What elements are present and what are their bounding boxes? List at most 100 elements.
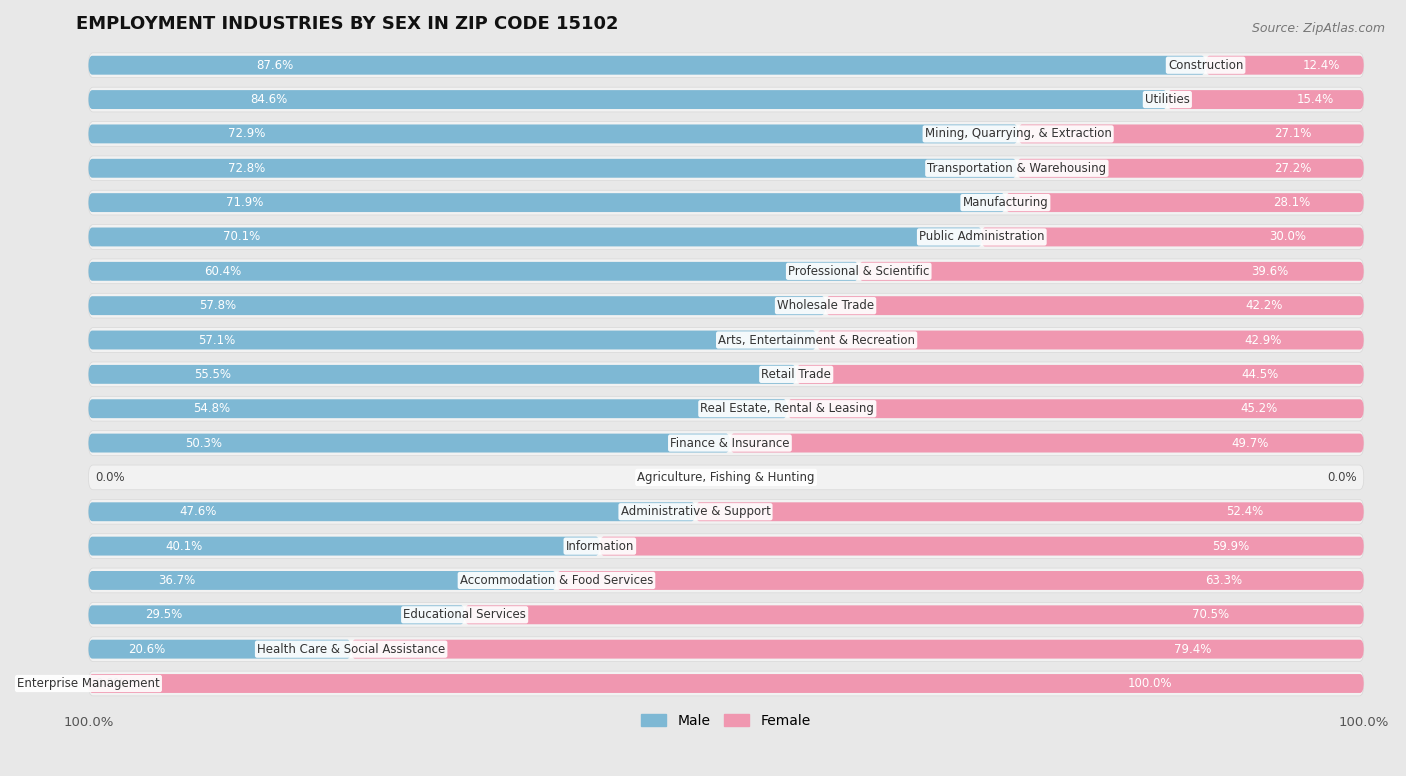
Text: 63.3%: 63.3%	[1205, 574, 1243, 587]
FancyBboxPatch shape	[89, 602, 1364, 627]
Text: 72.9%: 72.9%	[228, 127, 266, 140]
FancyBboxPatch shape	[981, 227, 1364, 247]
Text: Professional & Scientific: Professional & Scientific	[787, 265, 929, 278]
Text: Construction: Construction	[1168, 59, 1243, 71]
FancyBboxPatch shape	[859, 262, 1364, 281]
Text: 55.5%: 55.5%	[194, 368, 232, 381]
Text: 15.4%: 15.4%	[1296, 93, 1334, 106]
FancyBboxPatch shape	[89, 568, 1364, 593]
Text: 0.0%: 0.0%	[94, 471, 125, 484]
FancyBboxPatch shape	[89, 224, 1364, 249]
Text: 40.1%: 40.1%	[165, 539, 202, 553]
Text: 57.8%: 57.8%	[200, 300, 236, 312]
Text: Administrative & Support: Administrative & Support	[620, 505, 770, 518]
Text: 27.1%: 27.1%	[1274, 127, 1312, 140]
Text: 36.7%: 36.7%	[159, 574, 195, 587]
FancyBboxPatch shape	[1017, 159, 1364, 178]
FancyBboxPatch shape	[89, 124, 1018, 144]
Text: Public Administration: Public Administration	[920, 230, 1045, 244]
Text: Enterprise Management: Enterprise Management	[17, 677, 160, 690]
Text: Utilities: Utilities	[1144, 93, 1189, 106]
FancyBboxPatch shape	[89, 90, 1167, 109]
Text: 47.6%: 47.6%	[180, 505, 217, 518]
Text: 0.0%: 0.0%	[1327, 471, 1357, 484]
Text: Manufacturing: Manufacturing	[963, 196, 1049, 209]
FancyBboxPatch shape	[89, 637, 1364, 661]
Text: 100.0%: 100.0%	[1128, 677, 1173, 690]
Text: Mining, Quarrying, & Extraction: Mining, Quarrying, & Extraction	[925, 127, 1112, 140]
Text: Arts, Entertainment & Recreation: Arts, Entertainment & Recreation	[718, 334, 915, 347]
FancyBboxPatch shape	[89, 87, 1364, 112]
FancyBboxPatch shape	[1167, 90, 1364, 109]
Text: 71.9%: 71.9%	[226, 196, 263, 209]
Text: 42.2%: 42.2%	[1246, 300, 1284, 312]
Text: 52.4%: 52.4%	[1226, 505, 1264, 518]
Text: Agriculture, Fishing & Hunting: Agriculture, Fishing & Hunting	[637, 471, 815, 484]
FancyBboxPatch shape	[89, 365, 796, 384]
FancyBboxPatch shape	[89, 500, 1364, 524]
Text: 72.8%: 72.8%	[228, 161, 264, 175]
FancyBboxPatch shape	[89, 400, 787, 418]
Text: Finance & Insurance: Finance & Insurance	[671, 437, 790, 449]
FancyBboxPatch shape	[89, 262, 859, 281]
Text: EMPLOYMENT INDUSTRIES BY SEX IN ZIP CODE 15102: EMPLOYMENT INDUSTRIES BY SEX IN ZIP CODE…	[76, 15, 619, 33]
FancyBboxPatch shape	[89, 502, 696, 521]
Text: 44.5%: 44.5%	[1241, 368, 1278, 381]
Text: 79.4%: 79.4%	[1174, 643, 1212, 656]
FancyBboxPatch shape	[89, 259, 1364, 284]
FancyBboxPatch shape	[600, 537, 1364, 556]
Text: Health Care & Social Assistance: Health Care & Social Assistance	[257, 643, 446, 656]
Text: 84.6%: 84.6%	[250, 93, 288, 106]
FancyBboxPatch shape	[89, 293, 1364, 318]
FancyBboxPatch shape	[696, 502, 1364, 521]
FancyBboxPatch shape	[89, 434, 730, 452]
Text: Real Estate, Rental & Leasing: Real Estate, Rental & Leasing	[700, 402, 875, 415]
FancyBboxPatch shape	[825, 296, 1364, 315]
FancyBboxPatch shape	[557, 571, 1364, 590]
Text: Transportation & Warehousing: Transportation & Warehousing	[928, 161, 1107, 175]
FancyBboxPatch shape	[89, 397, 1364, 421]
FancyBboxPatch shape	[89, 56, 1205, 74]
FancyBboxPatch shape	[1005, 193, 1364, 212]
Text: 20.6%: 20.6%	[128, 643, 165, 656]
FancyBboxPatch shape	[89, 53, 1364, 78]
FancyBboxPatch shape	[89, 193, 1005, 212]
Text: 59.9%: 59.9%	[1212, 539, 1249, 553]
Text: 60.4%: 60.4%	[204, 265, 242, 278]
Text: 87.6%: 87.6%	[256, 59, 294, 71]
FancyBboxPatch shape	[89, 571, 557, 590]
FancyBboxPatch shape	[352, 639, 1364, 659]
Text: Information: Information	[565, 539, 634, 553]
FancyBboxPatch shape	[89, 227, 983, 247]
Text: 0.0%: 0.0%	[94, 677, 125, 690]
Text: Source: ZipAtlas.com: Source: ZipAtlas.com	[1251, 22, 1385, 35]
FancyBboxPatch shape	[89, 639, 352, 659]
Text: 70.1%: 70.1%	[222, 230, 260, 244]
FancyBboxPatch shape	[89, 431, 1364, 456]
FancyBboxPatch shape	[817, 331, 1364, 349]
Text: 45.2%: 45.2%	[1240, 402, 1277, 415]
FancyBboxPatch shape	[89, 537, 600, 556]
FancyBboxPatch shape	[89, 296, 825, 315]
FancyBboxPatch shape	[89, 156, 1364, 181]
Text: 50.3%: 50.3%	[184, 437, 222, 449]
Text: Wholesale Trade: Wholesale Trade	[778, 300, 875, 312]
FancyBboxPatch shape	[89, 465, 1364, 490]
FancyBboxPatch shape	[89, 122, 1364, 147]
Text: 54.8%: 54.8%	[193, 402, 231, 415]
Text: 27.2%: 27.2%	[1274, 161, 1312, 175]
FancyBboxPatch shape	[730, 434, 1364, 452]
FancyBboxPatch shape	[464, 605, 1364, 624]
FancyBboxPatch shape	[89, 159, 1017, 178]
Text: Retail Trade: Retail Trade	[761, 368, 831, 381]
Text: Educational Services: Educational Services	[404, 608, 526, 622]
FancyBboxPatch shape	[89, 674, 1364, 693]
FancyBboxPatch shape	[89, 362, 1364, 386]
Text: 70.5%: 70.5%	[1192, 608, 1229, 622]
FancyBboxPatch shape	[89, 190, 1364, 215]
FancyBboxPatch shape	[89, 331, 817, 349]
FancyBboxPatch shape	[89, 327, 1364, 352]
Text: 49.7%: 49.7%	[1232, 437, 1268, 449]
FancyBboxPatch shape	[1018, 124, 1364, 144]
Text: 28.1%: 28.1%	[1272, 196, 1310, 209]
